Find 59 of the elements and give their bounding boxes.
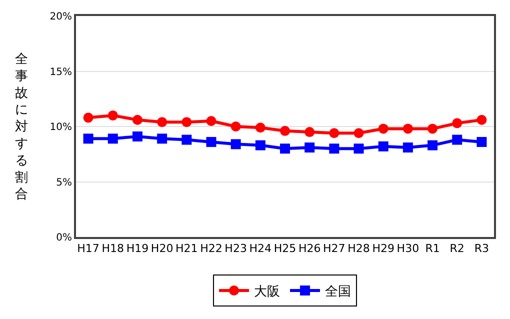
y-tick-label: 10% — [50, 122, 72, 133]
x-tick-label: H25 — [274, 242, 296, 256]
point — [157, 117, 168, 128]
point — [452, 118, 462, 128]
point — [402, 124, 413, 134]
x-tick-label: H28 — [348, 242, 370, 256]
x-tick-label: R3 — [474, 242, 490, 256]
point — [182, 117, 192, 128]
text: 全事故に対する割合 — [15, 52, 28, 202]
x-tick-label: H18 — [102, 242, 124, 256]
x-tick-label: H17 — [77, 242, 100, 256]
x-tick-label: H22 — [200, 242, 222, 256]
point — [378, 124, 388, 134]
x-tick-label: H24 — [249, 242, 272, 256]
point — [476, 136, 487, 147]
point — [83, 112, 94, 123]
point — [255, 140, 266, 150]
point — [280, 126, 290, 136]
y-tick-label: 5% — [56, 177, 72, 188]
point — [452, 134, 462, 145]
x-tick-label: H26 — [298, 242, 321, 256]
point — [304, 142, 315, 152]
y-tick-label: 15% — [50, 66, 72, 78]
x-tick-label: H19 — [126, 242, 149, 256]
point — [108, 110, 118, 120]
x-tick-label: R1 — [425, 242, 440, 256]
point — [329, 144, 340, 154]
x-tick-label: H27 — [323, 242, 346, 256]
y-tick-label: 20% — [50, 12, 72, 22]
point — [108, 134, 118, 144]
point — [428, 140, 438, 150]
point — [378, 141, 388, 152]
x-tick-label: H20 — [150, 242, 174, 256]
point — [206, 116, 216, 126]
point — [428, 124, 438, 134]
point — [476, 114, 487, 125]
point — [83, 134, 94, 144]
point — [230, 139, 241, 150]
x-tick-label: H21 — [176, 242, 198, 256]
point — [354, 128, 364, 138]
x-tick-label: H30 — [396, 242, 420, 256]
point — [402, 142, 413, 152]
point — [304, 127, 315, 138]
point — [280, 144, 290, 154]
legend-label: 大阪 — [254, 284, 280, 300]
y-tick-label: 0% — [56, 232, 72, 244]
point — [354, 144, 364, 154]
point — [182, 134, 192, 145]
point — [206, 136, 216, 147]
legend-label: 全国 — [325, 284, 351, 300]
point — [255, 122, 266, 133]
point — [132, 131, 142, 142]
point — [329, 128, 340, 138]
point — [132, 114, 142, 125]
x-tick-label: H23 — [224, 242, 247, 256]
point — [157, 134, 168, 144]
x-tick-label: R2 — [450, 242, 464, 256]
x-tick-label: H29 — [372, 242, 394, 256]
point — [230, 122, 241, 132]
